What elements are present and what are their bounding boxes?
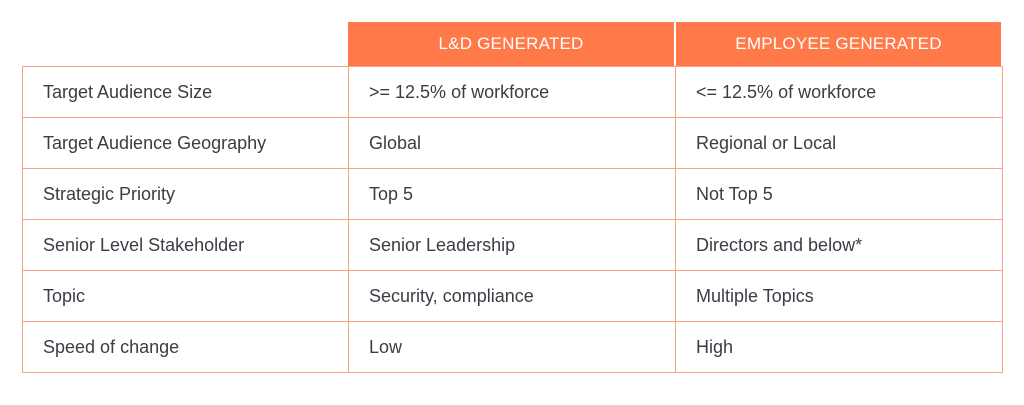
row-label: Target Audience Geography (22, 117, 349, 169)
employee-value: <= 12.5% of workforce (675, 66, 1003, 118)
ld-value: Senior Leadership (348, 219, 676, 271)
employee-value: Directors and below* (675, 219, 1003, 271)
row-label: Speed of change (22, 321, 349, 373)
header-ld-generated: L&D GENERATED (348, 22, 674, 66)
table-row: Target Audience Geography Global Regional … (22, 117, 1003, 169)
table-row: Topic Security, compliance Multiple Topics (22, 270, 1003, 322)
employee-value: High (675, 321, 1003, 373)
table-row: Strategic Priority Top 5 Not Top 5 (22, 168, 1003, 220)
ld-value: Global (348, 117, 676, 169)
employee-value: Regional or Local (675, 117, 1003, 169)
ld-value: >= 12.5% of workforce (348, 66, 676, 118)
ld-value: Low (348, 321, 676, 373)
table-row: Senior Level Stakeholder Senior Leadershi… (22, 219, 1003, 271)
row-label: Senior Level Stakeholder (22, 219, 349, 271)
employee-value: Not Top 5 (675, 168, 1003, 220)
employee-value: Multiple Topics (675, 270, 1003, 322)
table-row: Target Audience Size >= 12.5% of workforc… (22, 66, 1003, 118)
comparison-table: Target Audience Size >= 12.5% of workforc… (22, 66, 1003, 373)
ld-value: Top 5 (348, 168, 676, 220)
row-label: Target Audience Size (22, 66, 349, 118)
table-row: Speed of change Low High (22, 321, 1003, 373)
ld-value: Security, compliance (348, 270, 676, 322)
row-label: Topic (22, 270, 349, 322)
row-label: Strategic Priority (22, 168, 349, 220)
header-employee-generated: EMPLOYEE GENERATED (676, 22, 1001, 66)
